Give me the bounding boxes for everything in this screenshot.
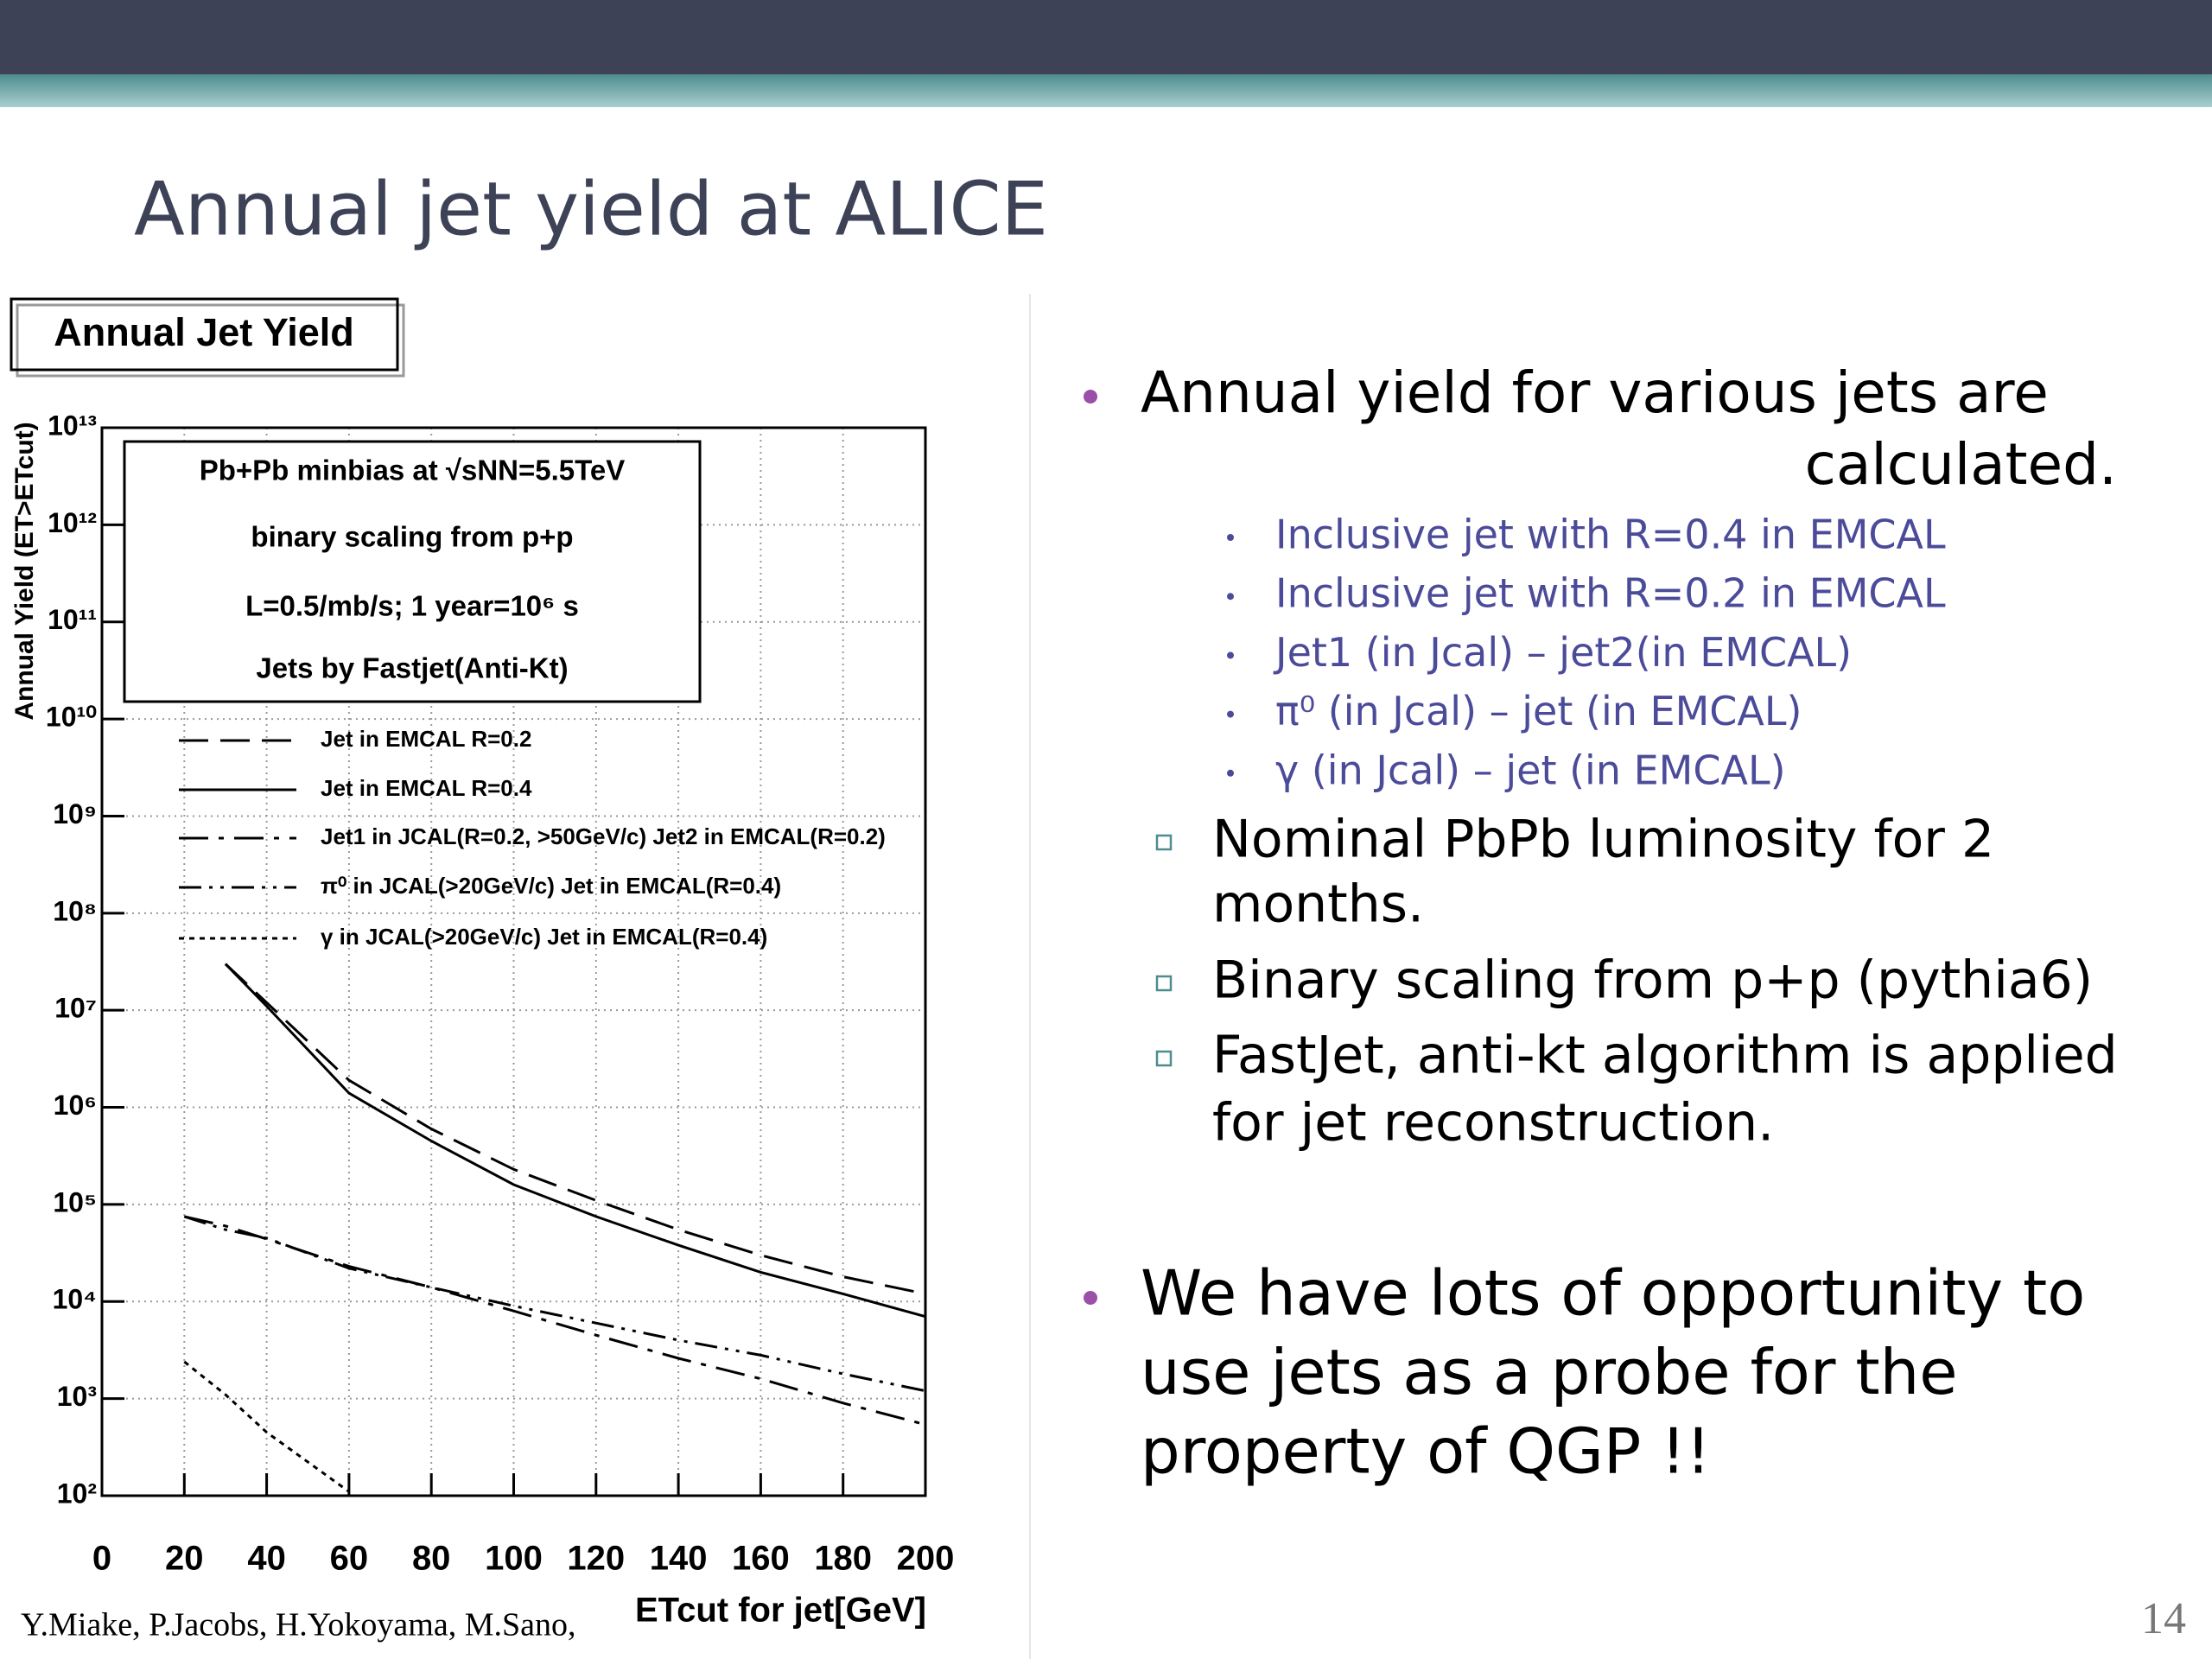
chart-title-shadow <box>16 303 405 378</box>
sub-bullet-text: Inclusive jet with R=0.2 in EMCAL <box>1275 570 1946 617</box>
sub-bullet-dot <box>1227 593 1234 601</box>
plot-frame <box>100 426 927 1497</box>
note-text: Nominal PbPb luminosity for 2 <box>1212 810 1994 870</box>
note-text: for jet reconstruction. <box>1212 1093 1774 1154</box>
y-tick-label: 10¹³ <box>48 410 97 441</box>
slide-title: Annual jet yield at ALICE <box>134 166 1048 252</box>
series-line <box>224 963 925 1319</box>
annotation: Jets by Fastjet(Anti-Kt) <box>256 652 568 684</box>
legend-label: γ in JCAL(>20GeV/c) Jet in EMCAL(R=0.4) <box>321 924 767 950</box>
bullet-dot <box>1084 390 1097 404</box>
series-line <box>183 1215 925 1393</box>
sub-bullet-dot <box>1227 710 1234 718</box>
series-line <box>224 963 925 1295</box>
bullet-dot <box>1084 1291 1097 1305</box>
legend-label: Jet in EMCAL R=0.4 <box>321 775 532 801</box>
x-tick-label: 100 <box>485 1540 543 1578</box>
x-tick-label: 180 <box>814 1540 872 1578</box>
note-text: Binary scaling from p+p (pythia6) <box>1212 950 2093 1011</box>
citation: Y.Miake, P.Jacobs, H.Yokoyama, M.Sano, <box>21 1607 576 1643</box>
x-tick-label: 40 <box>247 1540 286 1578</box>
sub-bullet-dot <box>1227 769 1234 777</box>
y-tick-label: 10⁶ <box>54 1090 97 1121</box>
bullet-text: use jets as a probe for the <box>1141 1336 1958 1408</box>
y-tick-label: 10¹⁰ <box>46 702 97 733</box>
page-number: 14 <box>2141 1594 2186 1643</box>
x-tick-label: 80 <box>412 1540 451 1578</box>
y-tick-label: 10³ <box>57 1381 97 1412</box>
sub-bullet-text: Inclusive jet with R=0.4 in EMCAL <box>1275 512 1946 558</box>
annotation: L=0.5/mb/s; 1 year=10⁶ s <box>245 590 579 622</box>
chart-title-box <box>10 297 399 372</box>
y-tick-label: 10⁸ <box>53 895 97 926</box>
bullet-text: property of QGP !! <box>1141 1415 1711 1488</box>
sub-bullet-dot <box>1227 652 1234 659</box>
header-band <box>0 74 2212 107</box>
x-axis-label: ETcut for jet[GeV] <box>635 1592 926 1630</box>
sub-bullet-text: γ (in Jcal) – jet (in EMCAL) <box>1275 747 1786 793</box>
x-tick-label: 60 <box>330 1540 369 1578</box>
bullet-text: Annual yield for various jets are <box>1141 359 2049 426</box>
y-tick-label: 10⁵ <box>53 1186 97 1217</box>
y-axis-label: Annual Yield (ET>ETcut) <box>10 422 39 720</box>
legend-label: Jet1 in JCAL(R=0.2, >50GeV/c) Jet2 in EM… <box>321 823 886 849</box>
annotation: binary scaling from p+p <box>251 521 573 553</box>
legend-label: π⁰ in JCAL(>20GeV/c) Jet in EMCAL(R=0.4) <box>321 873 781 899</box>
annotation-box <box>123 440 702 703</box>
note-text: FastJet, anti-kt algorithm is applied <box>1212 1026 2118 1086</box>
y-tick-label: 10¹² <box>48 507 97 538</box>
bullet-text: calculated. <box>1805 431 2117 498</box>
note-square <box>1155 1050 1173 1067</box>
x-tick-label: 120 <box>567 1540 625 1578</box>
chart-title: Annual Jet Yield <box>54 310 354 354</box>
y-tick-label: 10⁹ <box>53 798 97 830</box>
legend-label: Jet in EMCAL R=0.2 <box>321 726 531 752</box>
bullet-text: We have lots of opportunity to <box>1141 1257 2085 1330</box>
sub-bullet-text: Jet1 (in Jcal) – jet2(in EMCAL) <box>1273 629 1852 676</box>
x-tick-label: 160 <box>732 1540 790 1578</box>
sub-bullet-text: π⁰ (in Jcal) – jet (in EMCAL) <box>1275 688 1802 734</box>
y-tick-label: 10¹¹ <box>48 604 97 635</box>
header-bar <box>0 0 2212 74</box>
x-tick-label: 20 <box>165 1540 204 1578</box>
x-tick-label: 140 <box>650 1540 708 1578</box>
sub-bullet-dot <box>1227 534 1234 541</box>
y-tick-label: 10² <box>57 1478 97 1509</box>
y-tick-label: 10⁴ <box>53 1284 97 1315</box>
x-tick-label: 200 <box>897 1540 955 1578</box>
note-square <box>1155 834 1173 851</box>
note-square <box>1155 975 1173 992</box>
note-text: months. <box>1212 874 1424 935</box>
series-line <box>183 1360 350 1493</box>
annotation: Pb+Pb minbias at √sNN=5.5TeV <box>200 454 626 486</box>
x-tick-label: 0 <box>92 1540 111 1578</box>
y-tick-label: 10⁷ <box>54 993 97 1024</box>
